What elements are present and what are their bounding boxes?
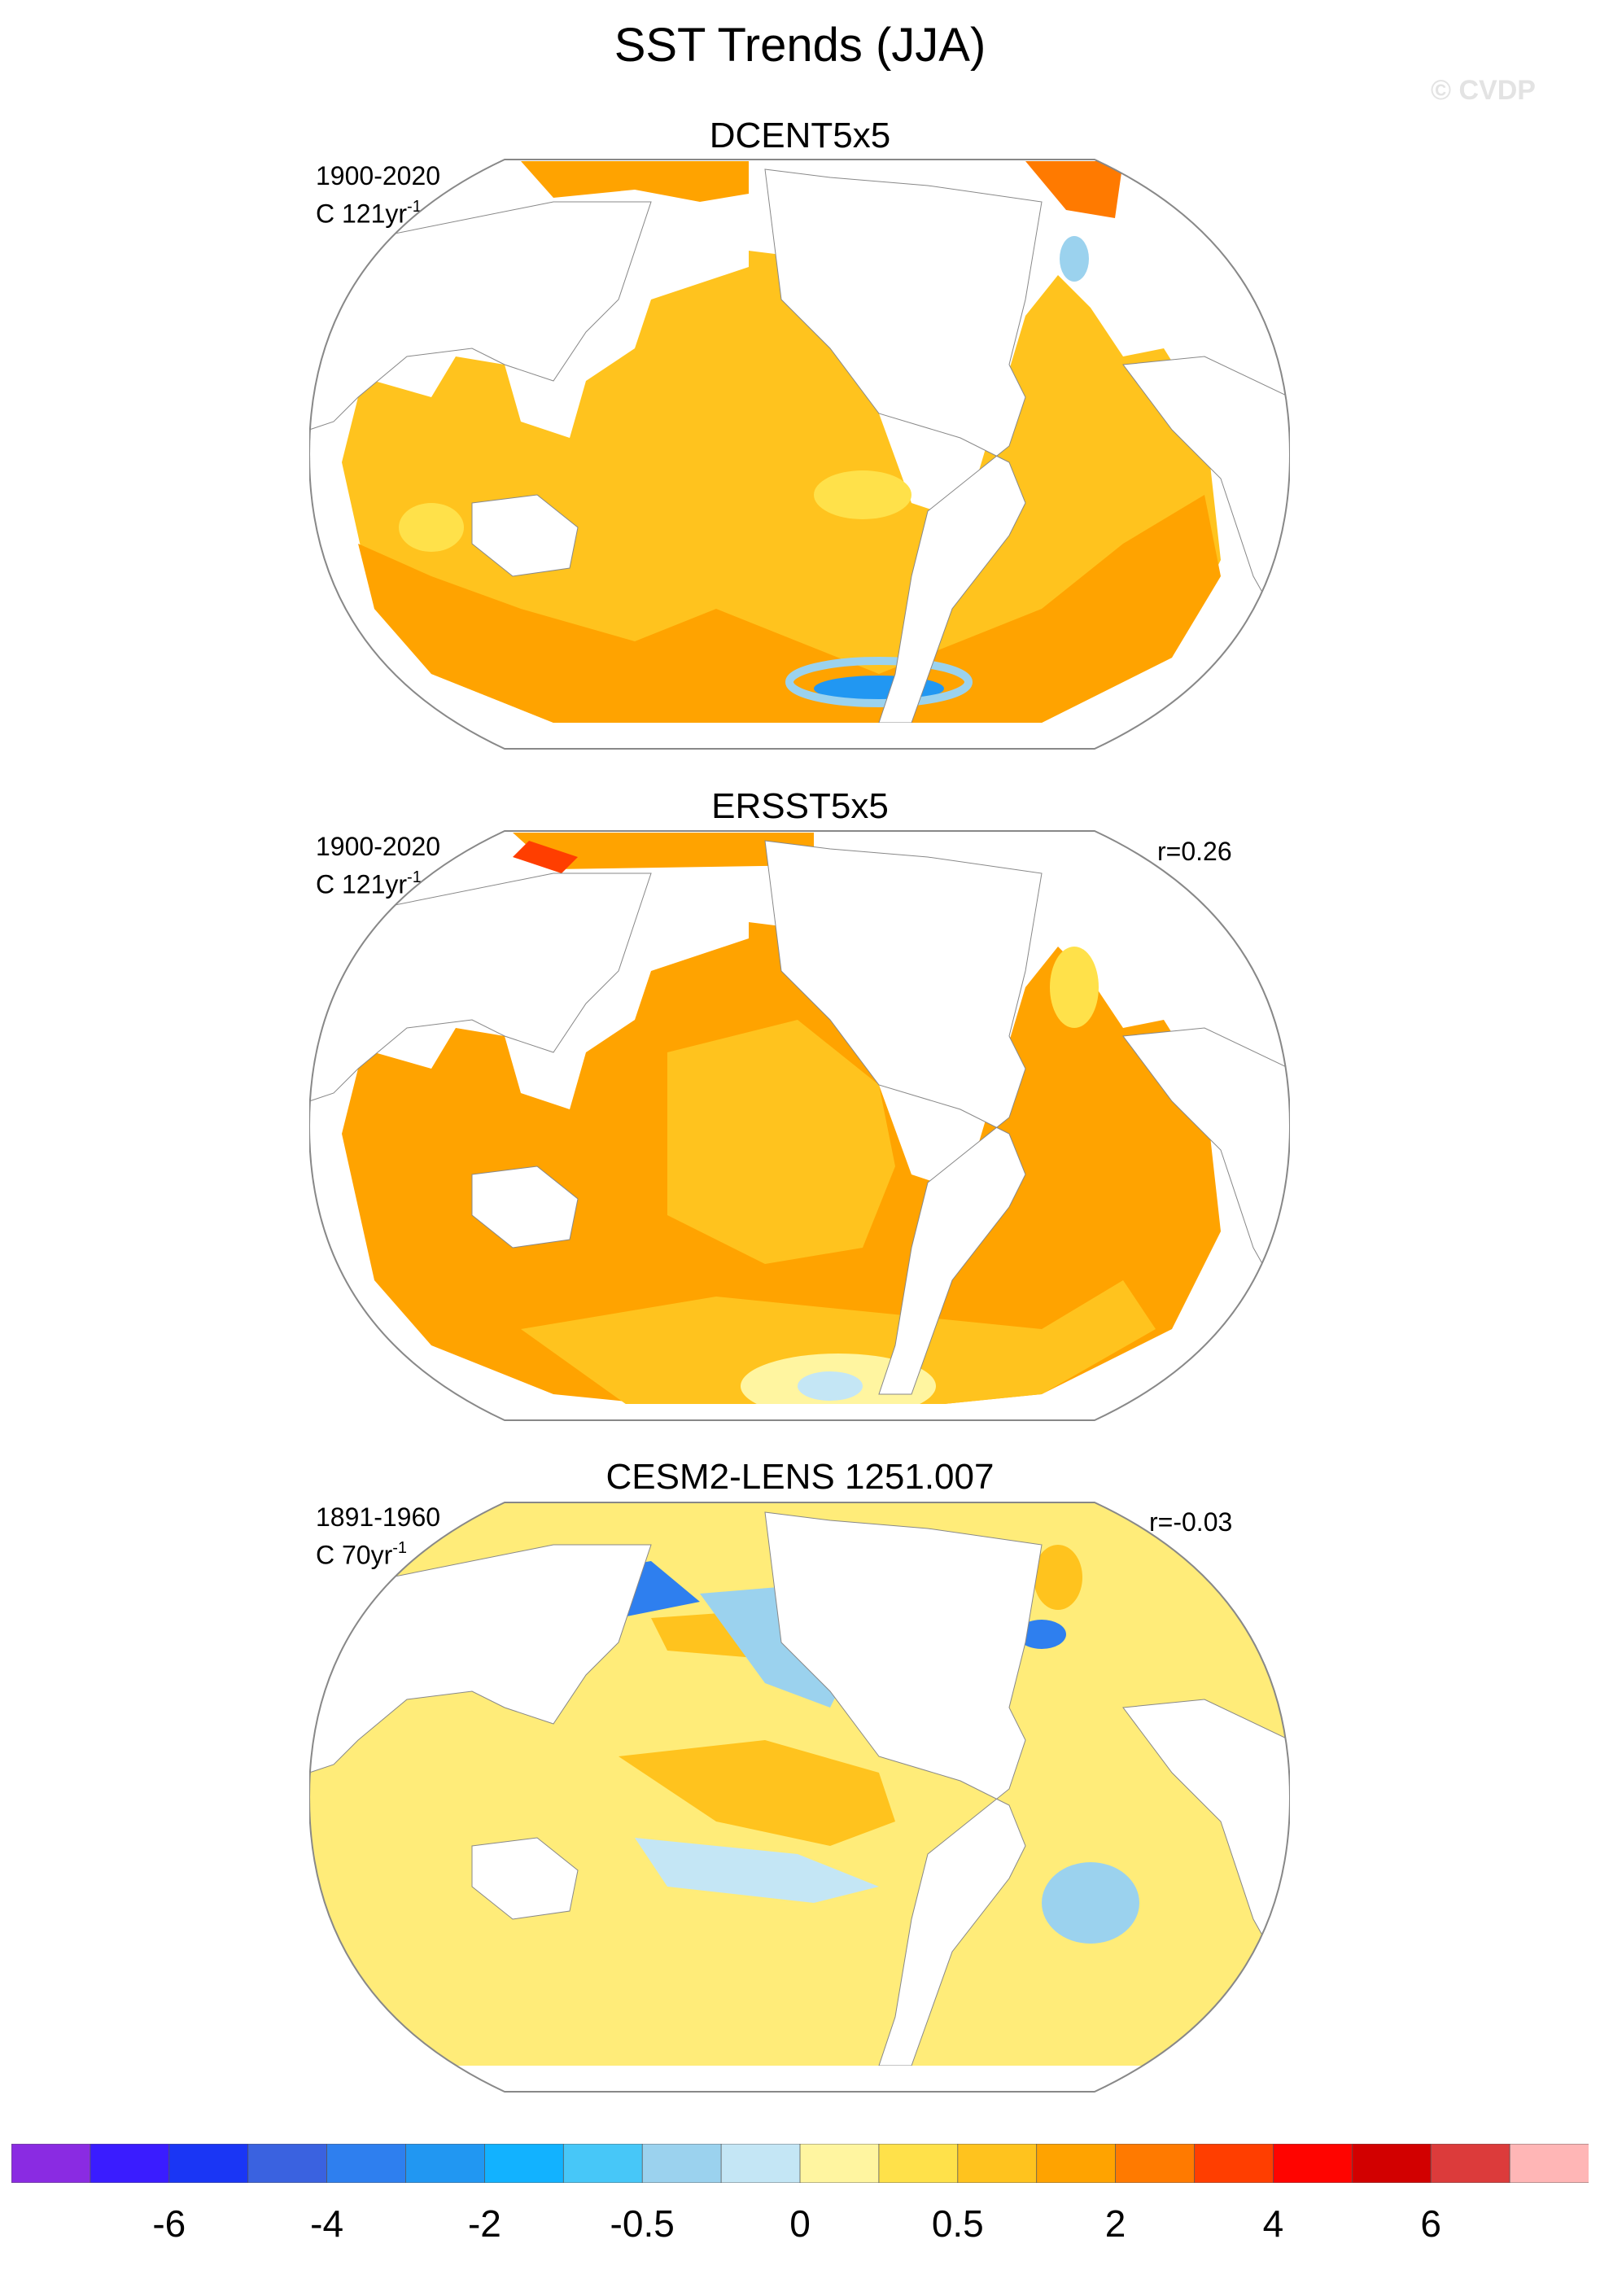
units-label: C 121yr-1 — [316, 198, 422, 229]
colorbar-tick-label: -4 — [310, 2202, 344, 2245]
colorbar-tick-label: 4 — [1262, 2202, 1284, 2245]
colorbar-swatch — [405, 2144, 486, 2183]
colorbar-tick-label: -2 — [467, 2202, 501, 2245]
units-label: C 121yr-1 — [316, 868, 422, 899]
ocean-central — [667, 1020, 895, 1264]
cool-anomaly-labrador — [1017, 1620, 1066, 1649]
colorbar-swatch — [1194, 2144, 1274, 2183]
colorbar-swatch — [247, 2144, 328, 2183]
light-anomaly-pacific — [814, 470, 911, 519]
ocean-field — [342, 251, 1221, 739]
period-range: 1891-1960 — [316, 1502, 441, 1532]
panel-title-cesm2: CESM2-LENS 1251.007 — [605, 1457, 995, 1497]
ocean-arctic-east — [1025, 161, 1123, 218]
land-americas — [764, 1511, 1043, 2066]
land-eurasia — [309, 872, 652, 1102]
map-cesm2 — [309, 1502, 1290, 2093]
colorbar — [11, 2144, 1589, 2183]
colorbar-labels: -6 -4 -2 -0.5 0 0.5 2 4 6 — [0, 2202, 1600, 2250]
colorbar-swatch — [1351, 2144, 1432, 2183]
cool-anomaly-south — [798, 1371, 863, 1401]
colorbar-swatch — [90, 2144, 170, 2183]
colorbar-swatch — [720, 2144, 801, 2183]
cool-anomaly-labrador — [1060, 236, 1089, 282]
colorbar-swatch — [326, 2144, 407, 2183]
land-americas — [764, 168, 1043, 724]
ocean-tropical-pacific — [619, 1740, 895, 1846]
watermark: © CVDP — [1431, 75, 1536, 106]
correlation-ersst: r=0.26 — [1157, 837, 1232, 866]
land-australia — [471, 494, 579, 577]
land-antarctica — [309, 1404, 1290, 1420]
colorbar-tick-label: -6 — [152, 2202, 186, 2245]
land-antarctica — [309, 723, 1290, 749]
warm-anomaly-north-atlantic — [1034, 1545, 1082, 1610]
period-range: 1900-2020 — [316, 161, 441, 190]
colorbar-swatch — [1273, 2144, 1353, 2183]
cool-anomaly-ring — [785, 657, 973, 707]
colorbar-swatch — [641, 2144, 723, 2183]
ocean-arctic-hot — [513, 841, 578, 873]
colorbar-swatch — [168, 2144, 249, 2183]
map-border — [309, 159, 1290, 750]
land-eurasia — [309, 201, 652, 431]
colorbar-tick-label: 6 — [1420, 2202, 1441, 2245]
colorbar-swatch — [11, 2144, 91, 2183]
land-australia — [471, 1837, 579, 1920]
colorbar-tick-label: 2 — [1104, 2202, 1126, 2245]
map-border — [309, 1502, 1290, 2093]
light-anomaly-atlantic — [1050, 947, 1099, 1028]
colorbar-swatch — [957, 2144, 1038, 2183]
colorbar-tick-label: -0.5 — [610, 2202, 675, 2245]
cool-anomaly-equatorial — [635, 1838, 879, 1903]
ocean-arctic — [513, 833, 814, 869]
colorbar-swatch — [1430, 2144, 1510, 2183]
colorbar-swatch — [484, 2144, 565, 2183]
map-border — [309, 830, 1290, 1421]
map-dcent — [309, 159, 1290, 750]
colorbar-tick-label: 0 — [789, 2202, 811, 2245]
colorbar-swatch — [562, 2144, 644, 2183]
colorbar-swatch — [799, 2144, 880, 2183]
ocean-south — [521, 1280, 1156, 1410]
land-antarctica — [309, 2066, 1290, 2092]
period-label-ersst: 1900-2020 C 121yr-1 — [316, 830, 440, 901]
cool-anomaly-south-atlantic — [1042, 1862, 1139, 1944]
panel-title-ersst: ERSST5x5 — [711, 786, 889, 826]
light-anomaly-indian — [399, 503, 464, 552]
figure-title: SST Trends (JJA) — [614, 19, 986, 72]
period-label-dcent: 1900-2020 C 121yr-1 — [316, 160, 440, 230]
colorbar-swatch — [878, 2144, 959, 2183]
map-ersst — [309, 830, 1290, 1421]
colorbar-swatch — [1115, 2144, 1196, 2183]
period-range: 1900-2020 — [316, 832, 441, 861]
ocean-warm — [358, 495, 1221, 739]
units-label: C 70yr-1 — [316, 1539, 408, 1570]
ocean-arctic — [521, 161, 749, 202]
land-australia — [471, 1165, 579, 1249]
panel-title-dcent: DCENT5x5 — [709, 116, 891, 155]
period-label-cesm2: 1891-1960 C 70yr-1 — [316, 1501, 440, 1572]
colorbar-tick-label: 0.5 — [931, 2202, 984, 2245]
colorbar-swatch — [1036, 2144, 1117, 2183]
land-americas — [764, 840, 1043, 1395]
correlation-cesm2: r=-0.03 — [1149, 1507, 1233, 1537]
land-eurasia — [309, 1544, 652, 1773]
colorbar-swatch — [1509, 2144, 1589, 2183]
